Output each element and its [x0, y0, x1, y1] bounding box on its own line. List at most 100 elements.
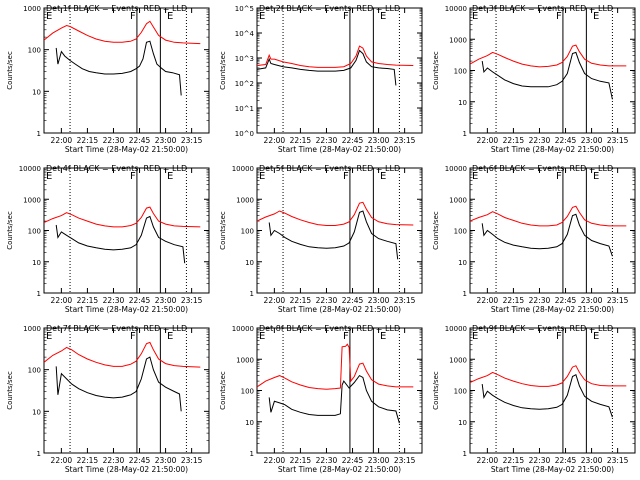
- y-tick-label: 10: [32, 259, 41, 267]
- series-line-lld: [470, 205, 627, 227]
- flag-label: F: [556, 171, 562, 182]
- x-tick-label: 22:30: [316, 136, 338, 145]
- flag-label: E: [259, 171, 265, 182]
- series-line-events: [481, 373, 613, 418]
- x-tick-label: 23:00: [581, 296, 603, 305]
- flag-label: F: [130, 11, 136, 22]
- x-tick-label: 22:15: [290, 136, 312, 145]
- x-axis-label: Start Time (28-May-02 21:50:00): [65, 145, 188, 154]
- y-axis-label: Counts/sec: [432, 371, 440, 410]
- y-tick-label: 1: [37, 130, 41, 138]
- x-tick-label: 23:15: [181, 136, 203, 145]
- y-tick-label: 1000: [449, 196, 467, 204]
- y-tick-label: 100: [454, 388, 467, 396]
- x-axis-label: Start Time (28-May-02 21:50:00): [278, 305, 401, 314]
- y-tick-label: 10000: [445, 325, 467, 333]
- x-tick-label: 23:00: [368, 136, 390, 145]
- series-line-events: [257, 49, 397, 86]
- y-tick-label: 100: [28, 367, 41, 375]
- flag-label: E: [167, 171, 173, 182]
- flag-label: E: [472, 11, 478, 22]
- flag-label: E: [472, 331, 478, 342]
- plot-frame: [469, 167, 636, 294]
- x-axis-label: Start Time (28-May-02 21:50:00): [278, 145, 401, 154]
- x-tick-label: 22:15: [290, 456, 312, 465]
- plot-frame: [256, 167, 423, 294]
- flag-label: E: [46, 11, 52, 22]
- y-tick-label: 1000: [23, 196, 41, 204]
- x-tick-label: 23:00: [155, 136, 177, 145]
- x-tick-label: 22:45: [129, 456, 151, 465]
- y-tick-label: 10: [458, 99, 467, 107]
- x-tick-label: 22:30: [529, 296, 551, 305]
- y-tick-label: 1: [463, 290, 467, 298]
- flag-label: E: [593, 11, 599, 22]
- x-tick-label: 22:30: [529, 456, 551, 465]
- x-tick-label: 23:00: [155, 296, 177, 305]
- y-tick-label: 1: [463, 450, 467, 458]
- x-tick-label: 22:00: [477, 456, 499, 465]
- x-tick-label: 22:00: [51, 296, 73, 305]
- x-tick-label: 23:15: [181, 296, 203, 305]
- plot-frame: [43, 327, 210, 454]
- y-tick-label: 1: [463, 130, 467, 138]
- x-tick-label: 22:00: [51, 456, 73, 465]
- x-axis-label: Start Time (28-May-02 21:50:00): [65, 465, 188, 474]
- flag-label: E: [46, 171, 52, 182]
- x-tick-label: 23:15: [607, 456, 629, 465]
- x-axis-label: Start Time (28-May-02 21:50:00): [491, 145, 614, 154]
- y-tick-label: 10^3: [235, 55, 254, 63]
- y-tick-label: 10: [245, 419, 254, 427]
- y-tick-label: 1000: [236, 356, 254, 364]
- x-tick-label: 23:00: [368, 456, 390, 465]
- x-tick-label: 22:45: [129, 296, 151, 305]
- y-tick-label: 10^1: [235, 105, 254, 113]
- series-line-lld: [470, 44, 627, 68]
- flag-label: F: [556, 331, 562, 342]
- y-tick-label: 10000: [232, 165, 254, 173]
- x-tick-label: 22:45: [342, 296, 364, 305]
- y-tick-label: 10: [458, 259, 467, 267]
- y-axis-label: Counts/sec: [432, 51, 440, 90]
- y-axis-label: Counts/sec: [6, 371, 14, 410]
- y-tick-label: 100: [28, 228, 41, 236]
- y-tick-label: 10000: [232, 325, 254, 333]
- x-tick-label: 22:00: [477, 136, 499, 145]
- flag-label: E: [380, 331, 386, 342]
- y-tick-label: 1: [250, 450, 254, 458]
- y-tick-label: 1000: [236, 196, 254, 204]
- y-tick-label: 1000: [23, 325, 41, 333]
- x-axis-label: Start Time (28-May-02 21:50:00): [491, 305, 614, 314]
- x-tick-label: 22:30: [316, 296, 338, 305]
- y-tick-label: 100: [454, 228, 467, 236]
- y-axis-label: Counts/sec: [219, 211, 227, 250]
- x-axis-label: Start Time (28-May-02 21:50:00): [278, 465, 401, 474]
- x-axis-label: Start Time (28-May-02 21:50:00): [491, 465, 614, 474]
- series-line-events: [481, 51, 613, 100]
- series-line-events: [481, 213, 613, 257]
- flag-label: E: [593, 171, 599, 182]
- flag-label: E: [472, 171, 478, 182]
- flag-label: F: [343, 171, 349, 182]
- flag-label: E: [46, 331, 52, 342]
- y-tick-label: 10: [32, 408, 41, 416]
- y-tick-label: 10000: [445, 165, 467, 173]
- y-tick-label: 10000: [445, 5, 467, 13]
- y-tick-label: 10^0: [235, 130, 254, 138]
- x-tick-label: 23:00: [581, 136, 603, 145]
- series-line-lld: [257, 45, 414, 68]
- plot-frame: [256, 7, 423, 134]
- x-tick-label: 22:15: [290, 296, 312, 305]
- series-line-lld: [44, 206, 201, 228]
- x-tick-label: 22:30: [103, 296, 125, 305]
- x-tick-label: 22:30: [529, 136, 551, 145]
- y-tick-label: 10: [458, 419, 467, 427]
- y-tick-label: 10^5: [235, 5, 254, 13]
- y-tick-label: 10000: [19, 165, 41, 173]
- series-line-lld: [470, 365, 627, 387]
